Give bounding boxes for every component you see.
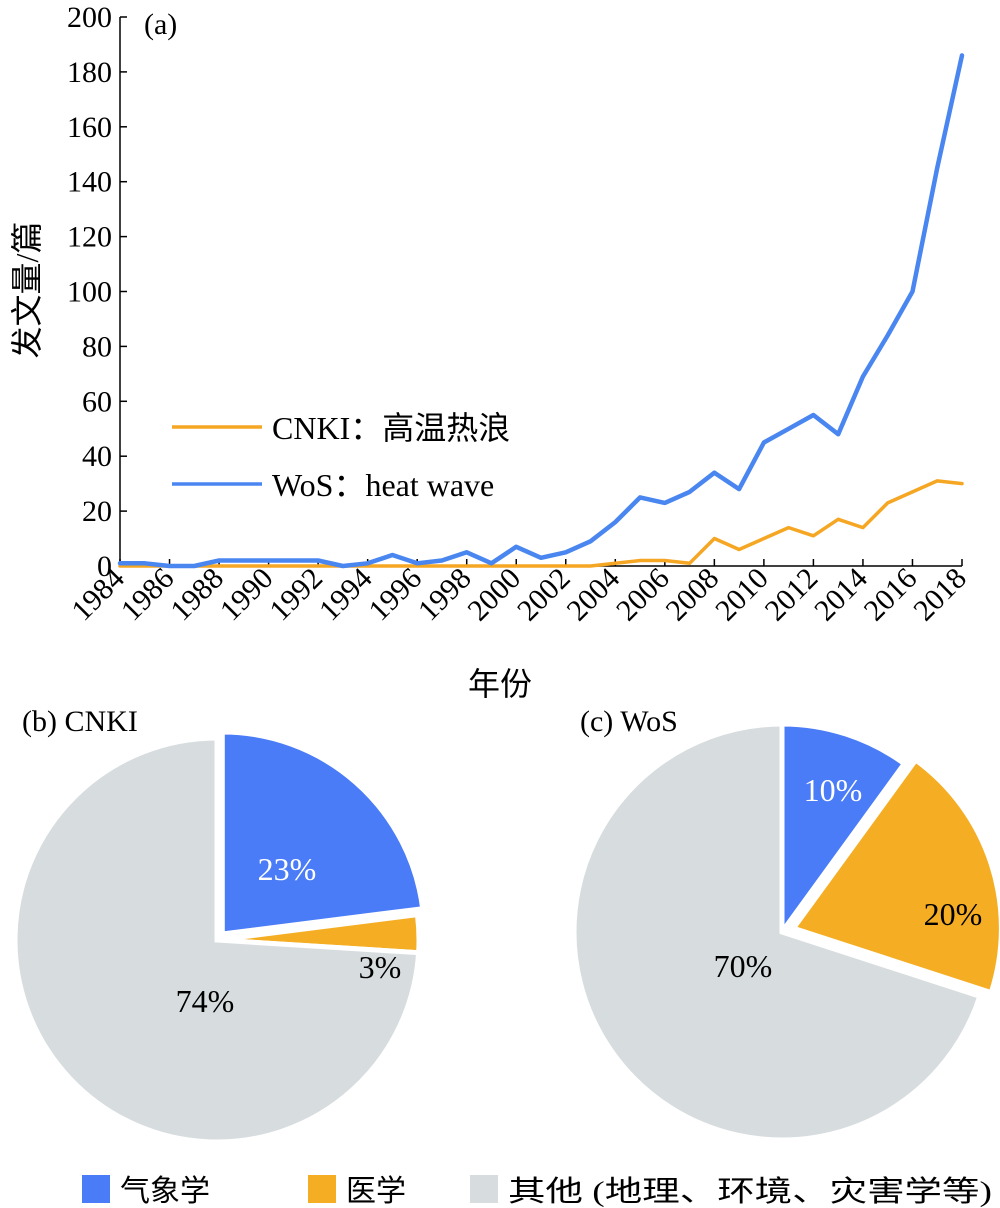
y-tick-label: 200 (67, 1, 112, 34)
y-tick-label: 140 (67, 166, 112, 199)
x-tick-label: 2016 (858, 562, 924, 628)
x-tick-label: 1992 (263, 562, 329, 628)
pie-slice-label: 23% (258, 851, 317, 887)
x-axis-label: 年份 (468, 666, 532, 702)
x-tick-label: 2004 (560, 562, 626, 628)
pie-slice-label: 20% (924, 896, 983, 932)
y-tick-label: 120 (67, 221, 112, 254)
legend-label-cnki: CNKI：高温热浪 (272, 410, 510, 446)
pie-slice (219, 729, 426, 937)
x-tick-label: 1986 (115, 562, 181, 628)
pie-slice (12, 735, 422, 1145)
y-tick-label: 20 (82, 495, 112, 528)
x-tick-label: 2006 (610, 562, 676, 628)
x-tick-label: 2008 (660, 562, 726, 628)
x-tick-label: 2000 (461, 562, 527, 628)
y-tick-label: 180 (67, 56, 112, 89)
y-axis-label: 发文量/篇 (9, 222, 45, 359)
series-lines (117, 53, 965, 569)
y-tick-label: 40 (82, 440, 112, 473)
pie-slices-wos: 10% 20% 70% (571, 721, 1000, 1143)
legend-label-medicine: 医学 (346, 1175, 406, 1208)
series-line-cnki (118, 479, 964, 568)
line-legend: CNKI：高温热浪 WoS：heat wave (172, 410, 510, 503)
pie-slice-label: 10% (804, 772, 863, 808)
legend-label-other: 其他 (地理、环境、灾害学等) (508, 1175, 992, 1208)
pie-chart-wos: (c) WoS 10% 20% 70% (571, 705, 1000, 1143)
x-tick-label: 2012 (759, 562, 825, 628)
y-tick-label: 0 (97, 550, 112, 583)
pie-slices-cnki: 23% 3% 74% (12, 729, 426, 1145)
x-tick-label: 2002 (511, 562, 577, 628)
legend-label-meteorology: 气象学 (120, 1175, 210, 1208)
x-tick-label: 1994 (313, 562, 379, 628)
x-tick-label: 1990 (214, 562, 280, 628)
series-line-wos (117, 53, 965, 569)
y-axis-ticks: 0 20 40 60 80 100 120 140 160 180 200 (67, 1, 127, 583)
panel-label-b: (b) CNKI (22, 705, 138, 738)
pie-slice (789, 756, 1000, 996)
legend-label-wos: WoS：heat wave (272, 467, 494, 503)
y-tick-label: 60 (82, 385, 112, 418)
x-tick-label: 2010 (709, 562, 775, 628)
y-tick-label: 100 (67, 276, 112, 309)
x-axis-ticks: 1984198619881990199219941996199820002002… (65, 559, 973, 627)
pie-slice-label: 70% (714, 948, 773, 984)
panel-label-a: (a) (144, 8, 177, 41)
pie-slice (571, 721, 983, 1143)
x-tick-label: 2018 (907, 562, 973, 628)
legend-swatch-meteorology (82, 1175, 110, 1203)
x-tick-label: 2014 (808, 562, 874, 628)
category-legend: 气象学 医学 其他 (地理、环境、灾害学等) (82, 1175, 992, 1208)
panel-label-c: (c) WoS (580, 705, 678, 738)
legend-swatch-medicine (308, 1175, 336, 1203)
legend-swatch-other (470, 1175, 498, 1203)
x-tick-label: 1998 (412, 562, 478, 628)
pie-slice (779, 721, 908, 940)
x-tick-label: 1988 (164, 562, 230, 628)
pie-slice-label: 74% (176, 983, 235, 1019)
x-tick-label: 1996 (362, 562, 428, 628)
y-tick-label: 160 (67, 111, 112, 144)
x-tick-label: 1984 (65, 562, 131, 628)
pie-chart-cnki: (b) CNKI 23% 3% 74% (12, 705, 426, 1145)
line-chart-panel: 0 20 40 60 80 100 120 140 160 180 200 198419861988… (9, 1, 973, 702)
pie-slice-label: 3% (359, 949, 402, 985)
y-tick-label: 80 (82, 330, 112, 363)
